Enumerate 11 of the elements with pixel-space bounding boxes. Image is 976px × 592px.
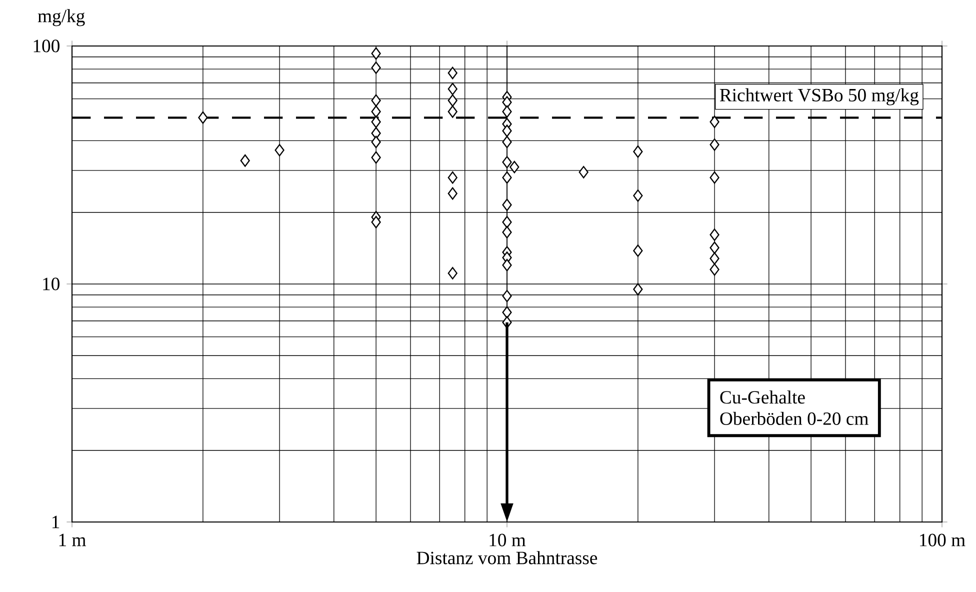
annotation: Cu-Gehalte (720, 390, 805, 404)
y-tick-label: 100 (34, 40, 60, 52)
annotation: Oberböden 0-20 cm (720, 412, 868, 425)
ref-line-label: Richtwert VSBo 50 mg/kg (720, 88, 919, 106)
x-tick-label: 1 m (59, 534, 86, 546)
y-tick-label: 10 (43, 278, 60, 290)
x-tick-label: 100 m (920, 534, 966, 546)
x-tick-label: 10 m (490, 534, 526, 546)
y-axis-title: mg/kg (38, 9, 85, 26)
y-tick-label: 1 (52, 516, 60, 528)
x-axis-title: Distanz vom Bahntrasse (416, 551, 598, 564)
